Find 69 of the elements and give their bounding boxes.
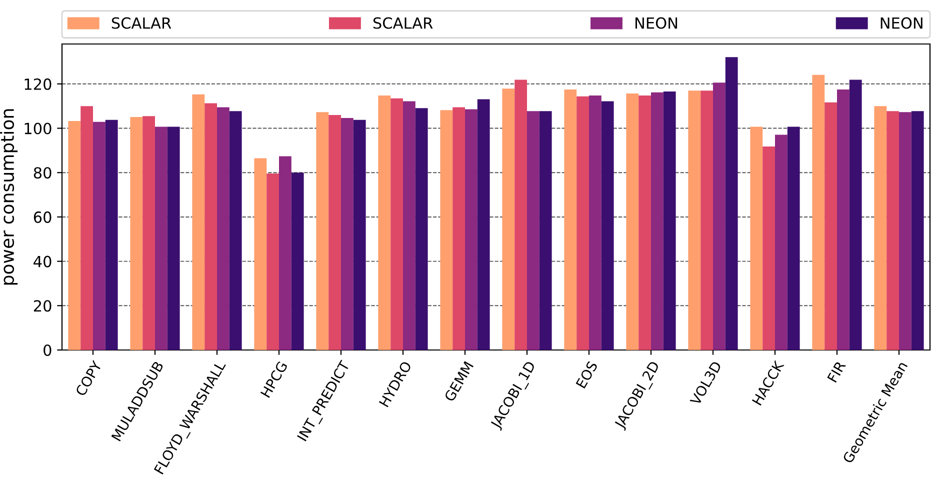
bar <box>93 122 106 350</box>
y-tick-label: 80 <box>34 167 52 179</box>
legend-label: NEON <box>635 17 678 29</box>
bar <box>564 89 577 350</box>
bar <box>155 126 168 350</box>
bar <box>440 110 453 350</box>
bar <box>899 112 912 350</box>
bar <box>514 80 527 350</box>
bar <box>601 101 614 350</box>
bar <box>911 111 924 350</box>
bar <box>762 146 775 350</box>
bar <box>539 111 552 350</box>
bar <box>663 91 676 350</box>
bar <box>651 92 664 350</box>
bar <box>341 118 354 350</box>
bar <box>80 106 93 350</box>
bar <box>874 106 887 350</box>
bar <box>167 126 180 350</box>
bar <box>849 80 862 350</box>
legend-label: NEON <box>880 17 922 29</box>
bar <box>316 112 329 350</box>
bar <box>576 96 589 350</box>
bar <box>142 116 155 350</box>
bar <box>812 74 825 350</box>
x-tick-label: FIR <box>827 360 846 383</box>
bar <box>638 95 651 350</box>
y-tick-label: 20 <box>34 300 52 312</box>
bar <box>266 173 279 350</box>
bar <box>415 108 428 350</box>
bar <box>465 109 478 350</box>
bar <box>713 82 726 350</box>
bar <box>217 107 230 350</box>
bar <box>254 158 267 350</box>
bar <box>68 120 81 350</box>
bar <box>837 89 850 350</box>
bar <box>589 95 602 350</box>
bar <box>750 126 763 350</box>
y-tick-label: 120 <box>24 78 52 90</box>
bar <box>378 95 391 350</box>
bar <box>353 120 366 350</box>
y-tick-label: 0 <box>44 344 52 356</box>
bar <box>291 172 304 350</box>
legend-label: SCALAR <box>112 17 172 29</box>
bar <box>700 90 713 350</box>
y-tick-label: 60 <box>34 211 52 223</box>
y-tick-label: 100 <box>24 122 52 134</box>
bar <box>477 99 490 350</box>
bar <box>775 134 788 350</box>
bar <box>130 116 143 350</box>
bar <box>229 111 242 350</box>
bar <box>527 111 540 350</box>
bar <box>688 90 701 350</box>
bar <box>502 88 515 350</box>
bar <box>279 156 292 350</box>
bar <box>328 114 341 350</box>
bar <box>390 98 403 350</box>
y-axis-title: power consumption <box>0 109 18 285</box>
bar <box>403 101 416 350</box>
bar <box>626 93 639 350</box>
bar <box>787 126 800 350</box>
y-tick-label: 40 <box>34 256 52 268</box>
bar <box>192 94 205 350</box>
bar <box>105 120 118 350</box>
bar <box>725 57 738 350</box>
bar <box>824 102 837 350</box>
bar <box>204 103 217 350</box>
bar <box>886 111 899 350</box>
legend-label: SCALAR <box>373 17 433 29</box>
bar <box>452 107 465 350</box>
